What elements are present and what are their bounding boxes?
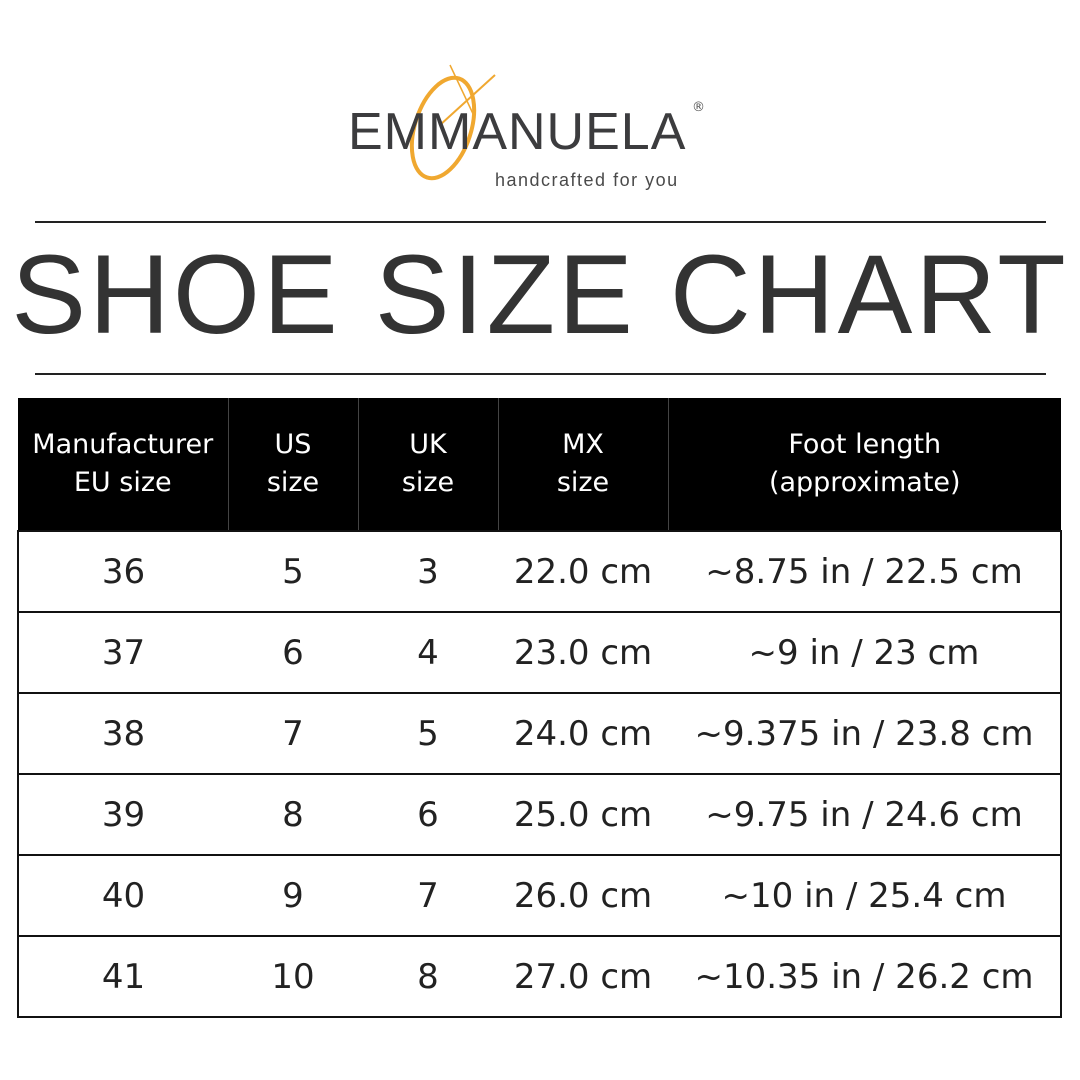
header-line: (approximate) (768, 467, 961, 498)
bottom-divider (35, 373, 1046, 375)
cell-mx: 25.0 cm (498, 773, 668, 856)
table-row: 37 6 4 23.0 cm ~9 in / 23 cm (17, 611, 1062, 694)
cell-eu: 37 (17, 611, 228, 694)
table-row: 39 8 6 25.0 cm ~9.75 in / 24.6 cm (17, 773, 1062, 856)
brand-logo: EMMANUELA ® handcrafted for you (340, 60, 720, 200)
logo-mark-icon (409, 64, 496, 181)
cell-mx: 22.0 cm (498, 530, 668, 613)
cell-foot-length: ~9 in / 23 cm (668, 611, 1062, 694)
cell-mx: 27.0 cm (498, 935, 668, 1018)
brand-name: EMMANUELA (348, 103, 687, 161)
header-us: US size (227, 398, 358, 531)
header-line: MX (562, 429, 604, 460)
cell-uk: 8 (358, 935, 498, 1018)
cell-uk: 6 (358, 773, 498, 856)
cell-us: 9 (228, 854, 358, 937)
cell-us: 10 (228, 935, 358, 1018)
header-line: EU size (73, 467, 172, 498)
cell-us: 5 (228, 530, 358, 613)
table-header: Manufacturer EU size US size UK size MX size Foo… (18, 398, 1061, 531)
header-line: US (274, 429, 312, 460)
header-eu: Manufacturer EU size (18, 398, 228, 531)
cell-uk: 7 (358, 854, 498, 937)
brand-tagline: handcrafted for you (495, 170, 679, 190)
cell-us: 8 (228, 773, 358, 856)
cell-eu: 38 (17, 692, 228, 775)
header-mx: MX size (497, 398, 668, 531)
cell-foot-length: ~8.75 in / 22.5 cm (668, 530, 1062, 613)
top-divider (35, 221, 1046, 223)
cell-foot-length: ~9.375 in / 23.8 cm (668, 692, 1062, 775)
cell-uk: 5 (358, 692, 498, 775)
cell-mx: 26.0 cm (498, 854, 668, 937)
cell-uk: 4 (358, 611, 498, 694)
header-line: Manufacturer (32, 429, 214, 460)
size-table: Manufacturer EU size US size UK size MX size Foo… (17, 398, 1062, 1018)
cell-eu: 41 (17, 935, 228, 1018)
registered-mark: ® (692, 100, 705, 115)
header-uk: UK size (357, 398, 498, 531)
cell-eu: 39 (17, 773, 228, 856)
cell-foot-length: ~10 in / 25.4 cm (668, 854, 1062, 937)
header-line: size (401, 467, 455, 498)
cell-eu: 40 (17, 854, 228, 937)
header-line: UK (409, 429, 447, 460)
cell-uk: 3 (358, 530, 498, 613)
page-title: SHOE SIZE CHART (11, 232, 1069, 357)
table-row: 40 9 7 26.0 cm ~10 in / 25.4 cm (17, 854, 1062, 937)
header-line: Foot length (788, 429, 942, 460)
table-row: 41 10 8 27.0 cm ~10.35 in / 26.2 cm (17, 935, 1062, 1018)
cell-mx: 23.0 cm (498, 611, 668, 694)
cell-foot-length: ~9.75 in / 24.6 cm (668, 773, 1062, 856)
header-line: size (266, 467, 320, 498)
cell-eu: 36 (17, 530, 228, 613)
cell-mx: 24.0 cm (498, 692, 668, 775)
cell-foot-length: ~10.35 in / 26.2 cm (668, 935, 1062, 1018)
table-row: 36 5 3 22.0 cm ~8.75 in / 22.5 cm (17, 530, 1062, 613)
table-row: 38 7 5 24.0 cm ~9.375 in / 23.8 cm (17, 692, 1062, 775)
cell-us: 6 (228, 611, 358, 694)
header-foot-length: Foot length (approximate) (667, 398, 1061, 531)
header-line: size (556, 467, 610, 498)
cell-us: 7 (228, 692, 358, 775)
